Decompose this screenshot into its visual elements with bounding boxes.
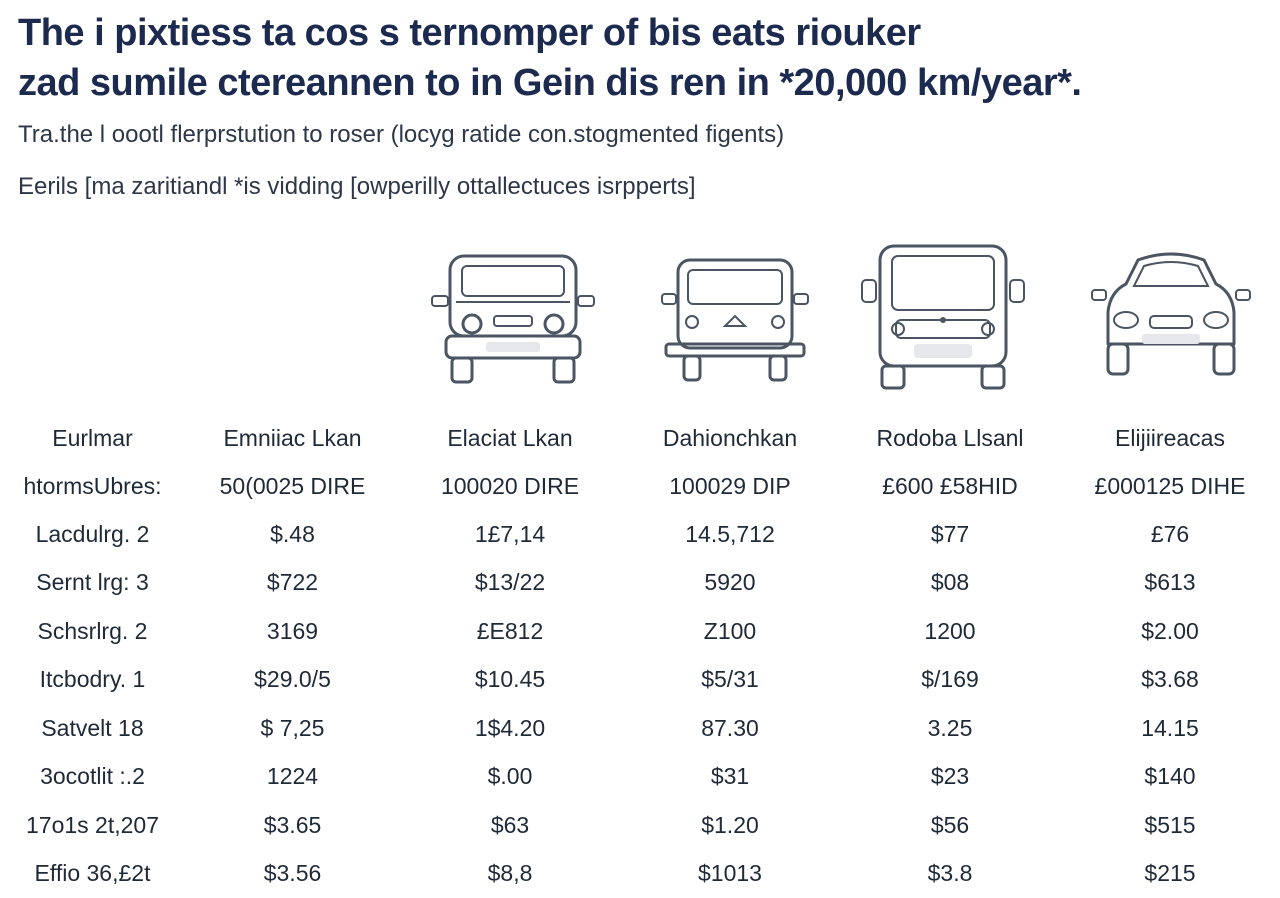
header-row-1: Eurlmar Emniiac Lkan Elaciat Lkan Dahion… <box>0 414 1280 462</box>
title-line-1: The i pixtiess ta cos s ternomper of bis… <box>18 8 1268 58</box>
table-cell: 3.25 <box>840 704 1060 753</box>
row-label: Lacdulrg. 2 <box>0 510 185 559</box>
table-cell: $140 <box>1060 753 1280 802</box>
table-cell: £76 <box>1060 510 1280 559</box>
table-cell: 1£7,14 <box>400 510 620 559</box>
table-subheader: 100020 DIRE <box>400 462 620 510</box>
table-cell: $/169 <box>840 656 1060 705</box>
table-header: Elaciat Lkan <box>400 414 620 462</box>
table-cell: $10.45 <box>400 656 620 705</box>
table-cell: 14.5,712 <box>620 510 840 559</box>
table-subheader: £000125 DIHE <box>1060 462 1280 510</box>
subtitle: Tra.the l oootl flerprstution to roser (… <box>18 118 784 152</box>
table-cell: $08 <box>840 559 1060 608</box>
table-cell: 5920 <box>620 559 840 608</box>
table-row: Effio 36,£2t$3.56$8,8$1013$3.8$215 <box>0 850 1280 898</box>
table-subheader: 100029 DIP <box>620 462 840 510</box>
row-label: Sernt lrg: 3 <box>0 559 185 608</box>
table-cell: $13/22 <box>400 559 620 608</box>
table-cell: $2.00 <box>1060 607 1280 656</box>
truck-icon <box>858 240 1028 400</box>
table-cell: $ 7,25 <box>185 704 400 753</box>
table-cell: $.00 <box>400 753 620 802</box>
table-cell: 1200 <box>840 607 1060 656</box>
table-header: Rodoba Llsanl <box>840 414 1060 462</box>
table-cell: $3.68 <box>1060 656 1280 705</box>
table-cell: $77 <box>840 510 1060 559</box>
table-header: Dahionchkan <box>620 414 840 462</box>
table-cell: $3.65 <box>185 801 400 850</box>
note: Eerils [ma zaritiandl *is vidding [owper… <box>18 170 696 204</box>
table-cell: $63 <box>400 801 620 850</box>
table-cell: 1$4.20 <box>400 704 620 753</box>
van-icon <box>650 240 820 400</box>
row-label: 17o1s 2t,207 <box>0 801 185 850</box>
sedan-icon <box>1086 240 1256 400</box>
table-subheader: £600 £58HID <box>840 462 1060 510</box>
table-header: Eurlmar <box>0 414 185 462</box>
table-cell: $8,8 <box>400 850 620 898</box>
table-cell: $1013 <box>620 850 840 898</box>
table-cell: 87.30 <box>620 704 840 753</box>
table-cell: $.48 <box>185 510 400 559</box>
table-cell: £E812 <box>400 607 620 656</box>
table-cell: $56 <box>840 801 1060 850</box>
table-cell: $515 <box>1060 801 1280 850</box>
table-row: 17o1s 2t,207$3.65$63$1.20$56$515 <box>0 801 1280 850</box>
cost-comparison-table: Eurlmar Emniiac Lkan Elaciat Lkan Dahion… <box>0 414 1280 898</box>
table-cell: $722 <box>185 559 400 608</box>
table-cell: $3.8 <box>840 850 1060 898</box>
header-row-2: htormsUbres: 50(0025 DIRE 100020 DIRE 10… <box>0 462 1280 510</box>
table-subheader: 50(0025 DIRE <box>185 462 400 510</box>
table-cell: $29.0/5 <box>185 656 400 705</box>
table-cell: Z100 <box>620 607 840 656</box>
table-cell: 1224 <box>185 753 400 802</box>
row-label: 3ocotlit :.2 <box>0 753 185 802</box>
page-title: The i pixtiess ta cos s ternomper of bis… <box>18 8 1268 108</box>
row-label: Satvelt 18 <box>0 704 185 753</box>
table-header: Elijiireacas <box>1060 414 1280 462</box>
row-label: Effio 36,£2t <box>0 850 185 898</box>
row-label: Schsrlrg. 2 <box>0 607 185 656</box>
table-cell: $215 <box>1060 850 1280 898</box>
table-subheader: htormsUbres: <box>0 462 185 510</box>
suv-icon <box>428 240 598 400</box>
table-row: Itcbodry. 1$29.0/5$10.45$5/31$/169$3.68 <box>0 656 1280 705</box>
row-label: Itcbodry. 1 <box>0 656 185 705</box>
table-cell: 3169 <box>185 607 400 656</box>
table-cell: $3.56 <box>185 850 400 898</box>
table-cell: 14.15 <box>1060 704 1280 753</box>
table-cell: $1.20 <box>620 801 840 850</box>
table-header: Emniiac Lkan <box>185 414 400 462</box>
table-cell: $31 <box>620 753 840 802</box>
table-cell: $613 <box>1060 559 1280 608</box>
title-line-2: zad sumile ctereannen to in Gein dis ren… <box>18 58 1268 108</box>
table-cell: $23 <box>840 753 1060 802</box>
table-cell: $5/31 <box>620 656 840 705</box>
